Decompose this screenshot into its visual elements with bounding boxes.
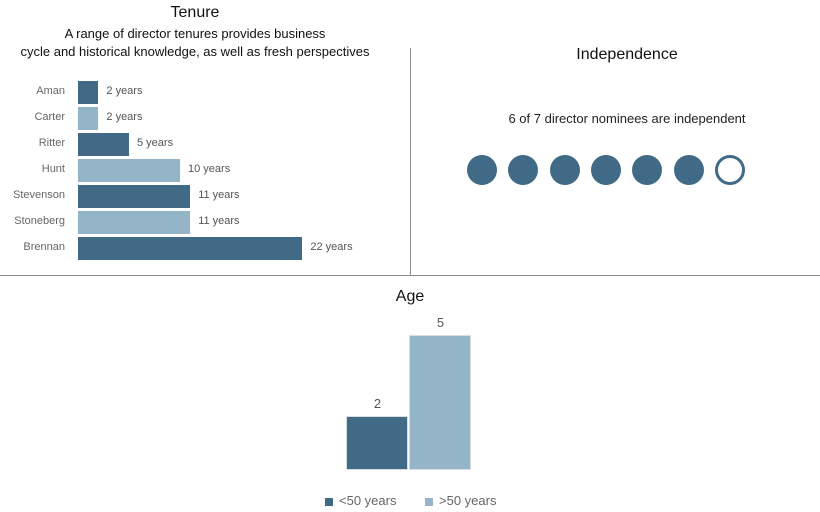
tenure-bar xyxy=(78,237,303,260)
tenure-director-label: Stevenson xyxy=(13,189,65,201)
tenure-value-label: 2 years xyxy=(106,111,143,123)
independent-director-circle xyxy=(467,155,497,185)
tenure-bar xyxy=(78,159,180,182)
independent-director-circle xyxy=(508,155,538,185)
age-bar xyxy=(409,335,471,470)
independent-director-circle xyxy=(674,155,704,185)
tenure-bar xyxy=(78,81,99,104)
age-title: Age xyxy=(395,288,425,305)
tenure-title: Tenure xyxy=(170,4,220,21)
tenure-director-label: Brennan xyxy=(23,241,65,253)
tenure-bar xyxy=(78,133,129,156)
tenure-value-label: 11 years xyxy=(198,215,240,227)
independent-director-circle xyxy=(632,155,662,185)
tenure-director-label: Carter xyxy=(34,111,65,123)
independent-director-circle xyxy=(591,155,621,185)
tenure-value-label: 22 years xyxy=(310,241,353,253)
vertical-divider xyxy=(410,48,411,275)
tenure-director-label: Aman xyxy=(36,85,65,97)
legend-label-under-50: <50 years xyxy=(339,493,397,508)
tenure-bar xyxy=(78,211,191,234)
non-independent-director-circle xyxy=(715,155,745,185)
independent-director-circle xyxy=(550,155,580,185)
tenure-value-label: 10 years xyxy=(188,163,231,175)
tenure-value-label: 11 years xyxy=(198,189,240,201)
tenure-director-label: Ritter xyxy=(38,137,65,149)
independence-title: Independence xyxy=(576,46,678,63)
age-legend: <50 years >50 years xyxy=(325,493,525,511)
legend-label-over-50: >50 years xyxy=(439,493,497,508)
independence-caption: 6 of 7 director nominees are independent xyxy=(508,111,746,126)
tenure-chart: Aman 2 years Carter 2 years Ritter 5 years Hun… xyxy=(0,0,410,275)
age-value-label: 5 xyxy=(436,315,445,330)
tenure-subtitle-line1: A range of director tenures provides bus… xyxy=(64,26,326,41)
tenure-director-label: Hunt xyxy=(41,163,65,175)
age-value-label: 2 xyxy=(373,396,382,411)
age-bar xyxy=(346,416,408,470)
tenure-value-label: 2 years xyxy=(106,85,143,97)
tenure-director-label: Stoneberg xyxy=(14,215,65,227)
legend-swatch-under-50 xyxy=(325,498,333,506)
legend-swatch-over-50 xyxy=(425,498,433,506)
tenure-subtitle-line2: cycle and historical knowledge, as well … xyxy=(20,44,370,59)
tenure-value-label: 5 years xyxy=(137,137,174,149)
tenure-bar xyxy=(78,107,99,130)
horizontal-divider xyxy=(0,275,820,276)
independence-circles xyxy=(467,155,745,185)
tenure-bar xyxy=(78,185,191,208)
